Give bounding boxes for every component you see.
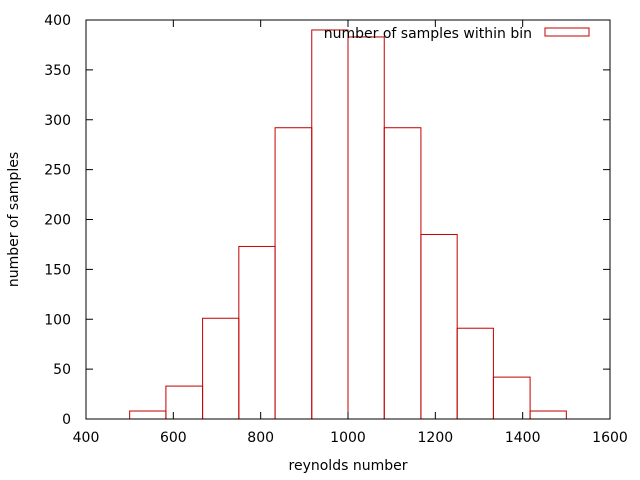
histogram-bar-10	[456, 327, 494, 420]
histogram-bar-7	[347, 36, 385, 420]
histogram-bar-11	[492, 376, 531, 420]
y-tick-label: 400	[44, 13, 71, 29]
bars-layer	[129, 29, 567, 420]
y-tick-label: 0	[62, 412, 71, 428]
x-tick-label: 800	[247, 430, 274, 446]
y-tick-label: 100	[44, 312, 71, 328]
histogram-bar-8	[383, 127, 422, 420]
histogram-bar-2	[165, 385, 204, 420]
y-tick-label: 250	[44, 163, 71, 179]
histogram-bar-3	[202, 317, 240, 420]
y-tick-label: 350	[44, 63, 71, 79]
tick-labels-layer: 400 600 800 1000 1200 1400 1600 0 50 100 150 200 250…	[44, 13, 628, 446]
x-tick-label: 1200	[418, 430, 454, 446]
x-tick-label: 1400	[505, 430, 541, 446]
histogram-bar-12	[529, 410, 567, 420]
y-tick-label: 300	[44, 113, 71, 129]
histogram-bar-9	[420, 233, 458, 420]
y-tick-label: 50	[53, 362, 71, 378]
legend-label: number of samples within bin	[324, 26, 532, 42]
y-axis-label: number of samples	[6, 152, 22, 287]
y-tick-label: 150	[44, 262, 71, 278]
histogram-bar-4	[238, 245, 276, 420]
histogram-bar-6	[311, 29, 349, 420]
histogram-bar-1	[129, 410, 167, 420]
ticks-layer	[85, 19, 611, 420]
legend: number of samples within bin	[324, 26, 590, 42]
histogram-bar-5	[274, 127, 313, 420]
x-axis-label: reynolds number	[289, 458, 408, 474]
legend-swatch	[544, 27, 590, 37]
x-tick-label: 400	[73, 430, 100, 446]
x-tick-label: 1000	[330, 430, 366, 446]
x-tick-label: 1600	[592, 430, 628, 446]
y-tick-label: 200	[44, 213, 71, 229]
x-tick-label: 600	[160, 430, 187, 446]
